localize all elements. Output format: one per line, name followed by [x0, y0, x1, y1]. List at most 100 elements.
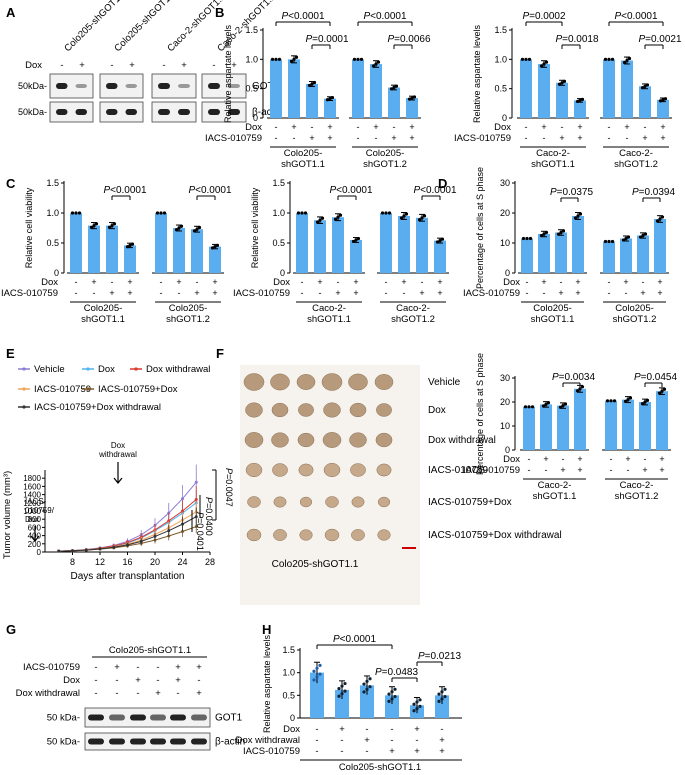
panelC-right-group-label: shGOT1.1 — [307, 314, 351, 325]
panelC-right-data-point — [315, 220, 320, 224]
panelA-band-label: GOT1 — [252, 81, 280, 92]
panelC-left-row-label: Dox — [41, 277, 58, 288]
panelA-band — [208, 83, 220, 89]
panelD-top-data-point — [576, 214, 580, 218]
panelG-row-label: Dox withdrawal — [16, 688, 80, 699]
tumor-image — [377, 496, 391, 508]
panelG-band — [191, 738, 207, 745]
panelC-right-bar — [434, 240, 446, 273]
panelB-left-bar — [388, 87, 400, 118]
panelC-left-sign: + — [109, 288, 114, 298]
panelD-bottom-sign: - — [644, 454, 647, 464]
panelC-right-y-tick-label: 1.0 — [272, 208, 285, 218]
panelD-bottom-bar — [605, 400, 617, 450]
panelE-data-point — [112, 545, 116, 549]
panelB-right-sign: + — [660, 122, 665, 132]
panelC-left-data-point — [179, 224, 184, 228]
panelG-marker: 50 kDa- — [47, 737, 80, 748]
panelB-left-data-point — [310, 82, 314, 86]
panelE-y-tick-label: 0 — [37, 548, 42, 557]
panelB-left-y-tick-label: 1.0 — [245, 54, 258, 64]
panelC-right-data-point — [435, 240, 440, 244]
panelB-left-data-point — [294, 55, 299, 59]
panelD-top-sign: - — [625, 288, 628, 298]
panelD-top-data-point — [603, 239, 608, 244]
panelE-y-tick-label: 1800 — [23, 474, 41, 483]
panelD-bottom-data-point — [657, 391, 662, 395]
panelB-left-pval-text: P=0.0066 — [387, 34, 431, 45]
panelB-right-sign: - — [644, 122, 647, 132]
panelB-right-data-point — [542, 62, 546, 66]
panelD-top-sign: - — [608, 277, 611, 287]
panelD-top-data-point — [610, 239, 615, 244]
panelH-data-point — [393, 687, 397, 691]
panelD-top-data-point — [626, 235, 631, 239]
panelD-bottom-y-tick-label: 30 — [500, 373, 510, 383]
panelB-right-data-point — [627, 56, 632, 61]
panelH-sign: - — [365, 746, 368, 757]
panelB-right-data-point — [520, 57, 525, 61]
panelC-left-bar — [209, 246, 221, 273]
panelD-bottom-sign: - — [627, 465, 630, 475]
panelB-left-y-tick-label: 0.5 — [245, 84, 258, 94]
panelC-right-sign: + — [419, 288, 424, 298]
tumor-image — [351, 496, 365, 508]
panelG-band — [130, 738, 146, 745]
panelG-sign: + — [114, 662, 120, 673]
panelD-top-data-point — [561, 229, 566, 233]
panelD-bottom-data-point — [544, 402, 548, 406]
tumor-image — [247, 496, 261, 508]
panelG-sign: - — [176, 688, 179, 699]
panelD-top-row-label: IACS-010759 — [463, 288, 520, 299]
panelD-bottom-pval-text: P=0.0034 — [552, 372, 596, 383]
panelB-right-sign: + — [624, 122, 629, 132]
panelE-x-tick-label: 20 — [150, 557, 160, 567]
panelB-right-sign: + — [577, 122, 582, 132]
panelC-right-group-label: Caco-2- — [312, 303, 346, 314]
panelG-band — [170, 738, 186, 745]
panelD-top-group-label: Colo205- — [533, 303, 572, 314]
panelB-right-sign: - — [626, 133, 629, 143]
panelD-bottom-data-point — [523, 405, 528, 409]
panelE-legend-marker — [86, 367, 90, 371]
panelH-sign: + — [364, 735, 370, 746]
panelH-data-point — [340, 684, 344, 688]
panelH-data-point — [390, 697, 394, 701]
panelB-right-sign: - — [525, 122, 528, 132]
panelB-right-data-point — [527, 57, 532, 61]
panelD-top-data-point — [544, 230, 549, 235]
panelC-right-sign: - — [301, 277, 304, 287]
panelC-left-y-tick-label: 1.5 — [46, 178, 59, 188]
panelH-pval-text: P<0.0001 — [333, 634, 377, 645]
panelD-bottom-sign: + — [642, 465, 647, 475]
panelC-left-data-point — [74, 211, 78, 215]
panelC-left-sign: + — [127, 288, 132, 298]
panelC-right-data-point — [387, 211, 392, 215]
panelG-sign: - — [136, 688, 139, 699]
panelE-y-tick-label: 1200 — [23, 499, 41, 508]
tumor-image — [350, 463, 366, 477]
panelC-left-data-point — [89, 225, 94, 229]
panelH-data-point — [318, 672, 322, 676]
tumor-image — [272, 463, 288, 477]
panelC-right-y-tick-label: 0 — [280, 268, 285, 278]
panelC-left-y-tick-label: 0 — [54, 268, 59, 278]
panelC-left-bar — [70, 213, 82, 273]
panelA-band — [178, 84, 190, 88]
panelH-bar — [360, 685, 374, 718]
panelE-data-point — [153, 534, 157, 538]
panelG-band — [170, 714, 186, 721]
panelB-left-sign: + — [309, 133, 314, 143]
panelD-bottom-bar — [656, 391, 668, 450]
panelA-band — [56, 83, 68, 89]
panelA-band-label: β-actin — [252, 107, 282, 118]
panelB-right-sign: - — [543, 133, 546, 143]
panelE-legend-label: IACS-010759+Dox — [98, 384, 178, 395]
panelH-data-point — [337, 687, 341, 691]
tumor-image — [323, 402, 341, 418]
panelD-bottom-data-point — [605, 399, 610, 403]
panelD-bottom-sign: + — [543, 454, 548, 464]
panelE-annotation: Dox — [111, 441, 125, 450]
panelC-right-group-label: shGOT1.2 — [391, 314, 435, 325]
panelH-data-point — [412, 702, 416, 706]
